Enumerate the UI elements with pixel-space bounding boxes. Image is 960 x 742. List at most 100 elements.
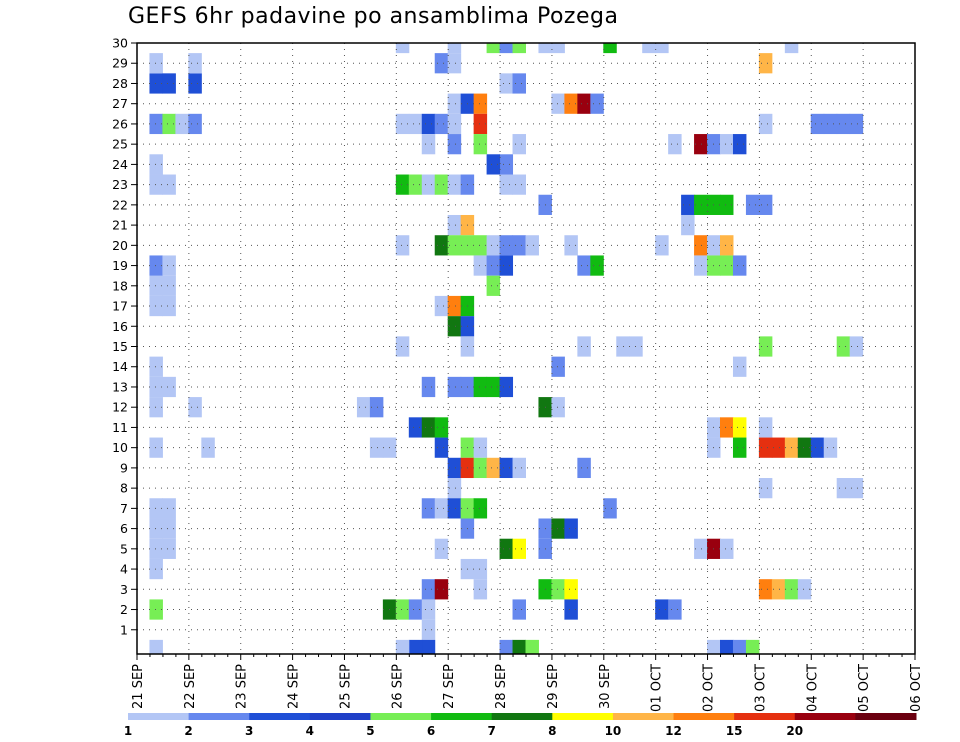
heatmap-cell — [447, 316, 462, 337]
colorbar-label: 2 — [184, 724, 192, 738]
y-tick-label: 22 — [112, 197, 128, 212]
colorbar-swatch — [370, 713, 432, 720]
heatmap-cell — [434, 579, 449, 600]
y-tick-label: 9 — [120, 460, 128, 475]
x-tick-label: 02 OCT — [702, 664, 717, 712]
y-tick-label: 15 — [112, 339, 128, 354]
x-tick-label: 04 OCT — [805, 664, 820, 712]
y-tick-label: 29 — [112, 56, 128, 71]
x-tick-label: 21 SEP — [131, 664, 146, 709]
y-tick-label: 3 — [120, 582, 128, 597]
heatmap-cell — [603, 43, 617, 54]
heatmap-cell — [473, 113, 488, 135]
colorbar-swatch — [491, 713, 553, 720]
x-tick-label: 06 OCT — [909, 664, 924, 712]
heatmap-cell — [188, 397, 202, 418]
heatmap-cell — [499, 73, 514, 94]
heatmap-cell — [564, 579, 578, 600]
y-tick-label: 17 — [112, 299, 128, 314]
heatmap-cell — [668, 599, 682, 620]
heatmap-cell — [395, 113, 410, 135]
heatmap-cell — [538, 43, 552, 54]
heatmap-cell — [408, 599, 423, 620]
heatmap-cell — [499, 235, 514, 256]
heatmap-cell — [771, 437, 786, 458]
heatmap-cell — [849, 336, 864, 357]
heatmap-cell — [434, 235, 449, 256]
heatmap-cell — [681, 194, 695, 215]
heatmap-cell — [395, 599, 410, 620]
heatmap-cell — [473, 376, 488, 398]
heatmap-cell — [732, 639, 747, 654]
y-tick-label: 12 — [112, 400, 128, 415]
heatmap-cell — [784, 43, 799, 54]
heatmap-cell — [149, 639, 163, 654]
y-tick-label: 13 — [112, 379, 128, 394]
heatmap-cell — [758, 336, 773, 357]
y-tick-label: 21 — [112, 218, 128, 233]
heatmap-cell — [720, 639, 734, 654]
heatmap-cell — [421, 376, 436, 398]
heatmap-cell — [525, 235, 539, 256]
heatmap-cell — [395, 235, 410, 256]
heatmap-cell — [823, 113, 838, 135]
heatmap-cell — [447, 457, 462, 479]
heatmap-cell — [486, 154, 501, 175]
heatmap-cell — [447, 174, 462, 195]
heatmap-cell — [823, 437, 838, 458]
heatmap-cell — [745, 639, 760, 654]
heatmap-cell — [408, 417, 423, 438]
heatmap-cell — [745, 194, 760, 215]
heatmap-cell — [707, 639, 721, 654]
x-tick-label: 01 OCT — [650, 664, 665, 712]
heatmap-cell — [771, 579, 786, 600]
colorbar-swatch — [188, 713, 250, 720]
x-tick-label: 24 SEP — [287, 664, 302, 709]
heatmap-cell — [149, 295, 163, 317]
heatmap-cell — [421, 498, 436, 519]
heatmap-cell — [447, 93, 462, 114]
heatmap-cell — [149, 73, 163, 94]
colorbar-swatch — [794, 713, 856, 720]
x-tick-label: 30 SEP — [598, 664, 613, 709]
heatmap-cell — [486, 255, 501, 276]
heatmap-cell — [590, 93, 604, 114]
x-tick-label: 23 SEP — [235, 664, 250, 709]
heatmap-cell — [694, 255, 708, 276]
heatmap-cell — [758, 417, 773, 438]
heatmap-cell — [577, 255, 591, 276]
heatmap-cell — [499, 174, 514, 195]
heatmap-cell — [720, 235, 734, 256]
colorbar-swatch — [612, 713, 675, 720]
y-tick-label: 2 — [120, 602, 128, 617]
heatmap-cell — [447, 43, 462, 54]
heatmap-cell — [369, 397, 384, 418]
heatmap-cell — [836, 478, 851, 499]
heatmap-cell — [421, 134, 436, 155]
y-tick-label: 25 — [112, 137, 128, 152]
heatmap-cell — [655, 599, 669, 620]
heatmap-cell — [447, 478, 462, 499]
heatmap-cell — [720, 417, 734, 438]
heatmap-cell — [447, 113, 462, 135]
heatmap-cell — [512, 174, 526, 195]
y-tick-label: 24 — [112, 157, 128, 172]
heatmap-cell — [162, 113, 176, 135]
x-tick-label: 22 SEP — [183, 664, 198, 709]
heatmap-cell — [797, 579, 812, 600]
heatmap-cell — [473, 579, 488, 600]
heatmap-cell — [486, 275, 501, 296]
heatmap-cell — [447, 376, 462, 398]
heatmap-cell — [681, 214, 695, 236]
heatmap-cell — [732, 356, 747, 377]
x-tick-label: 03 OCT — [753, 664, 768, 712]
heatmap-cell — [732, 417, 747, 438]
heatmap-cell — [473, 93, 488, 114]
heatmap-cell — [162, 255, 176, 276]
heatmap-cell — [421, 174, 436, 195]
heatmap-cell — [408, 639, 423, 654]
heatmap-cell — [551, 397, 565, 418]
x-tick-label: 05 OCT — [857, 664, 872, 712]
heatmap-cell — [421, 113, 436, 135]
